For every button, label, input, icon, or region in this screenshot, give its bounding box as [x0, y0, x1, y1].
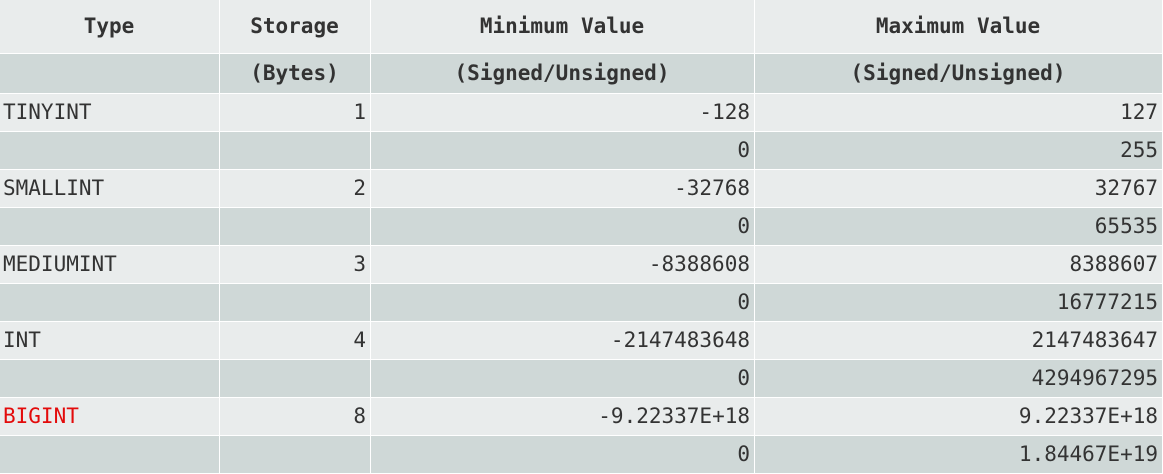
storage-cell — [220, 132, 371, 170]
min-value-cell: -128 — [371, 94, 755, 132]
table-row: BIGINT 8 -9.22337E+18 9.22337E+18 — [0, 398, 1163, 436]
header-storage-unit: (Bytes) — [220, 54, 371, 94]
storage-cell: 2 — [220, 170, 371, 208]
max-value-cell: 4294967295 — [755, 360, 1163, 398]
max-value-cell: 65535 — [755, 208, 1163, 246]
min-value-cell: -9.22337E+18 — [371, 398, 755, 436]
header-type-sub — [0, 54, 220, 94]
table-row: MEDIUMINT 3 -8388608 8388607 — [0, 246, 1163, 284]
min-value-cell: -32768 — [371, 170, 755, 208]
storage-cell — [220, 360, 371, 398]
min-value-cell: 0 — [371, 284, 755, 322]
type-cell: MEDIUMINT — [0, 246, 220, 284]
min-value-cell: 0 — [371, 436, 755, 474]
max-value-cell: 9.22337E+18 — [755, 398, 1163, 436]
type-cell: INT — [0, 322, 220, 360]
min-value-cell: 0 — [371, 360, 755, 398]
max-value-cell: 127 — [755, 94, 1163, 132]
table-row: 0 4294967295 — [0, 360, 1163, 398]
type-cell — [0, 132, 220, 170]
header-storage: Storage — [220, 0, 371, 54]
storage-cell: 3 — [220, 246, 371, 284]
max-value-cell: 255 — [755, 132, 1163, 170]
max-value-cell: 2147483647 — [755, 322, 1163, 360]
type-cell — [0, 284, 220, 322]
type-cell — [0, 436, 220, 474]
storage-cell: 4 — [220, 322, 371, 360]
header-maximum-sub: (Signed/Unsigned) — [755, 54, 1163, 94]
table-row: 0 16777215 — [0, 284, 1163, 322]
type-cell: SMALLINT — [0, 170, 220, 208]
type-cell: TINYINT — [0, 94, 220, 132]
storage-cell — [220, 436, 371, 474]
min-value-cell: -2147483648 — [371, 322, 755, 360]
storage-cell — [220, 208, 371, 246]
min-value-cell: 0 — [371, 208, 755, 246]
max-value-cell: 16777215 — [755, 284, 1163, 322]
table-row: TINYINT 1 -128 127 — [0, 94, 1163, 132]
table-row: 0 255 — [0, 132, 1163, 170]
max-value-cell: 8388607 — [755, 246, 1163, 284]
min-value-cell: 0 — [371, 132, 755, 170]
table-row: INT 4 -2147483648 2147483647 — [0, 322, 1163, 360]
header-row-1: Type Storage Minimum Value Maximum Value — [0, 0, 1163, 54]
header-minimum-value: Minimum Value — [371, 0, 755, 54]
table-row: 0 65535 — [0, 208, 1163, 246]
storage-cell: 8 — [220, 398, 371, 436]
table-row: SMALLINT 2 -32768 32767 — [0, 170, 1163, 208]
type-cell-highlighted: BIGINT — [0, 398, 220, 436]
header-row-2: (Bytes) (Signed/Unsigned) (Signed/Unsign… — [0, 54, 1163, 94]
table-row: 0 1.84467E+19 — [0, 436, 1163, 474]
min-value-cell: -8388608 — [371, 246, 755, 284]
storage-cell: 1 — [220, 94, 371, 132]
header-minimum-sub: (Signed/Unsigned) — [371, 54, 755, 94]
header-maximum-value: Maximum Value — [755, 0, 1163, 54]
type-cell — [0, 208, 220, 246]
header-type: Type — [0, 0, 220, 54]
type-cell — [0, 360, 220, 398]
max-value-cell: 1.84467E+19 — [755, 436, 1163, 474]
storage-cell — [220, 284, 371, 322]
max-value-cell: 32767 — [755, 170, 1163, 208]
